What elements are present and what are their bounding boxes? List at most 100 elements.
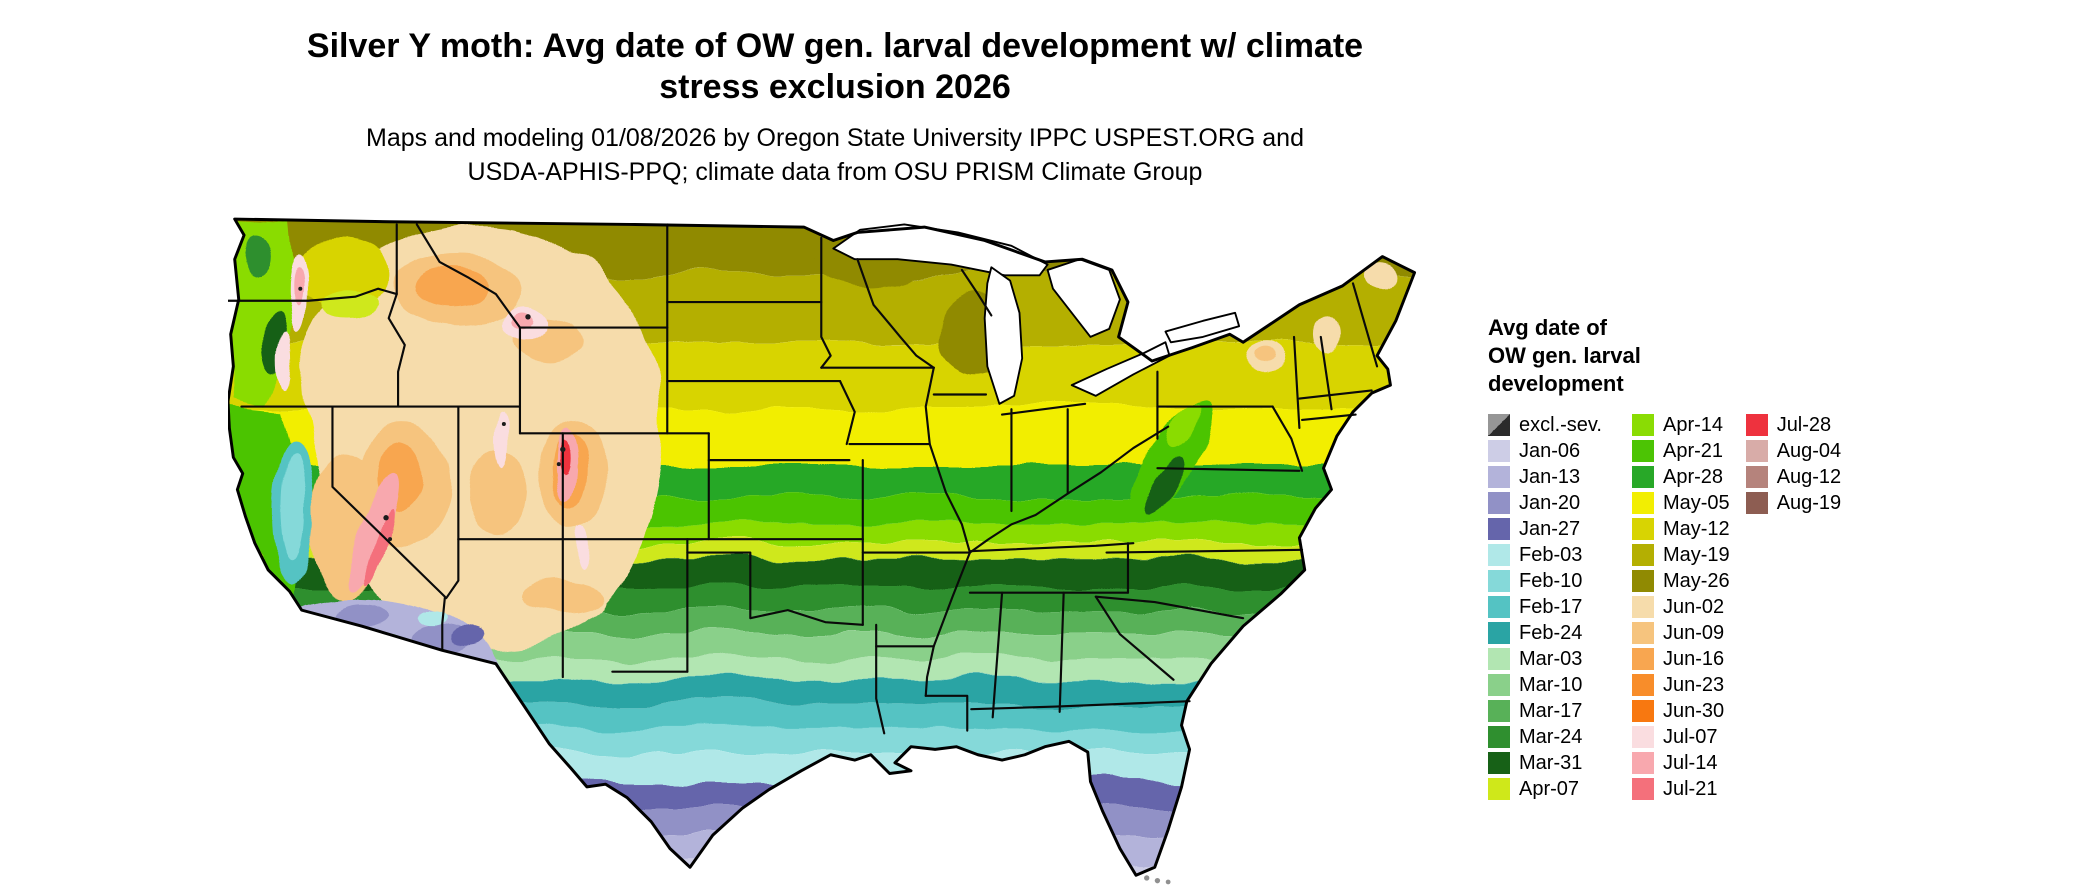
legend-swatch xyxy=(1488,440,1510,463)
legend-row: Feb-03 xyxy=(1488,542,1602,568)
legend-row: Jul-14 xyxy=(1631,750,1730,776)
legend-label: Jul-21 xyxy=(1662,777,1718,800)
legend-swatch xyxy=(1488,492,1510,515)
legend-swatch xyxy=(1488,674,1510,697)
legend-swatch xyxy=(1745,466,1768,489)
legend-label: Mar-17 xyxy=(1519,699,1583,722)
legend-title-line3: development xyxy=(1488,371,1624,397)
figure-credit: Maps and modeling 01/08/2026 by Oregon S… xyxy=(0,122,1670,189)
legend-swatch xyxy=(1488,570,1510,593)
legend-label: Apr-14 xyxy=(1662,413,1724,436)
legend-swatch xyxy=(1631,596,1654,619)
legend-swatch xyxy=(1488,726,1510,749)
map-raster xyxy=(228,219,1415,876)
legend-row: Mar-24 xyxy=(1488,724,1602,750)
legend-title: Avg date of OW gen. larval development xyxy=(1488,314,2048,398)
legend-label: Jan-27 xyxy=(1519,517,1581,540)
legend-label: Feb-03 xyxy=(1519,543,1583,566)
legend-label: Jun-16 xyxy=(1662,647,1725,670)
legend-row: Mar-17 xyxy=(1488,698,1602,724)
figure-title: Silver Y moth: Avg date of OW gen. larva… xyxy=(0,26,1670,109)
mountain-exclusion-specks xyxy=(298,286,1171,885)
legend-row: Jun-02 xyxy=(1631,594,1730,620)
figure-title-line1: Silver Y moth: Avg date of OW gen. larva… xyxy=(306,27,1364,65)
figure-credit-line1: Maps and modeling 01/08/2026 by Oregon S… xyxy=(366,124,1304,152)
legend-label: May-12 xyxy=(1662,517,1730,540)
legend-swatch xyxy=(1488,648,1510,671)
legend-row: Mar-03 xyxy=(1488,646,1602,672)
legend-label: Aug-19 xyxy=(1776,491,1842,514)
legend-label: Feb-24 xyxy=(1519,621,1583,644)
legend-row: Mar-31 xyxy=(1488,750,1602,776)
legend-swatch xyxy=(1488,518,1510,541)
legend-column-2: Apr-14 Apr-21 Apr-28 May-05 May-12 May-19 May-… xyxy=(1631,412,1730,802)
us-map-svg xyxy=(226,217,1417,885)
legend-label: Apr-28 xyxy=(1662,465,1724,488)
legend-row: Feb-10 xyxy=(1488,568,1602,594)
legend-row: Jul-21 xyxy=(1631,776,1730,802)
legend-label: Feb-17 xyxy=(1519,595,1583,618)
legend-label: Jun-09 xyxy=(1662,621,1725,644)
legend-swatch xyxy=(1631,440,1654,463)
legend-swatch xyxy=(1631,544,1654,567)
legend-label: Mar-03 xyxy=(1519,647,1583,670)
legend-label: Jan-13 xyxy=(1519,465,1581,488)
legend-title-line2: OW gen. larval xyxy=(1488,343,1641,369)
legend-swatch xyxy=(1631,778,1654,801)
legend-swatch xyxy=(1631,414,1654,437)
legend-label: Mar-24 xyxy=(1519,725,1583,748)
legend-label: Apr-07 xyxy=(1519,777,1580,800)
legend-row: May-19 xyxy=(1631,542,1730,568)
legend-swatch xyxy=(1631,622,1654,645)
legend-label: Aug-12 xyxy=(1776,465,1842,488)
legend-label: Jun-23 xyxy=(1662,673,1725,696)
legend-swatch xyxy=(1631,466,1654,489)
figure-title-line2: stress exclusion 2026 xyxy=(659,68,1011,107)
legend-row: Aug-12 xyxy=(1745,464,1842,490)
legend-swatch xyxy=(1488,544,1510,567)
legend-row: Jan-20 xyxy=(1488,490,1602,516)
legend-column-1: excl.-sev. Jan-06 Jan-13 Jan-20 Jan-27 Feb-03… xyxy=(1488,412,1602,802)
legend-row: Jan-13 xyxy=(1488,464,1602,490)
legend-swatch xyxy=(1488,414,1510,437)
legend-row: Jun-23 xyxy=(1631,672,1730,698)
legend-swatch xyxy=(1631,570,1654,593)
legend-label: Aug-04 xyxy=(1776,439,1842,462)
legend-row: Aug-19 xyxy=(1745,490,1842,516)
legend-row: Aug-04 xyxy=(1745,438,1842,464)
legend-label: Feb-10 xyxy=(1519,569,1583,592)
legend-label: Jul-28 xyxy=(1776,413,1832,436)
legend-swatch xyxy=(1745,440,1768,463)
legend-title-line1: Avg date of xyxy=(1488,315,1607,340)
legend-row: Apr-28 xyxy=(1631,464,1730,490)
legend-row: Jun-30 xyxy=(1631,698,1730,724)
legend-row: May-05 xyxy=(1631,490,1730,516)
legend-swatch xyxy=(1488,700,1510,723)
legend-column-3: Jul-28 Aug-04 Aug-12 Aug-19 xyxy=(1745,412,1842,516)
legend-swatch xyxy=(1488,752,1510,775)
legend-label: Jan-20 xyxy=(1519,491,1581,514)
legend-swatch xyxy=(1631,726,1654,749)
legend-label: Jun-30 xyxy=(1662,699,1725,722)
legend-swatch xyxy=(1631,518,1654,541)
legend-row: Apr-14 xyxy=(1631,412,1730,438)
legend-label: Jan-06 xyxy=(1519,439,1581,462)
legend-row: Jul-07 xyxy=(1631,724,1730,750)
us-outline xyxy=(226,217,1417,877)
legend-label: Jun-02 xyxy=(1662,595,1725,618)
us-map xyxy=(226,208,1440,885)
legend-entries: excl.-sev. Jan-06 Jan-13 Jan-20 Jan-27 Feb-03… xyxy=(1488,412,2048,802)
map-legend: Avg date of OW gen. larval development e… xyxy=(1488,314,2048,802)
legend-row: Mar-10 xyxy=(1488,672,1602,698)
legend-label: Mar-10 xyxy=(1519,673,1583,696)
legend-swatch xyxy=(1631,700,1654,723)
legend-row: Feb-17 xyxy=(1488,594,1602,620)
legend-swatch xyxy=(1631,492,1654,515)
legend-label: Jul-14 xyxy=(1662,751,1718,774)
legend-swatch xyxy=(1745,414,1768,437)
legend-swatch xyxy=(1631,648,1654,671)
legend-swatch xyxy=(1488,778,1510,801)
legend-row: Jun-16 xyxy=(1631,646,1730,672)
legend-row: Jan-06 xyxy=(1488,438,1602,464)
legend-row: Apr-21 xyxy=(1631,438,1730,464)
